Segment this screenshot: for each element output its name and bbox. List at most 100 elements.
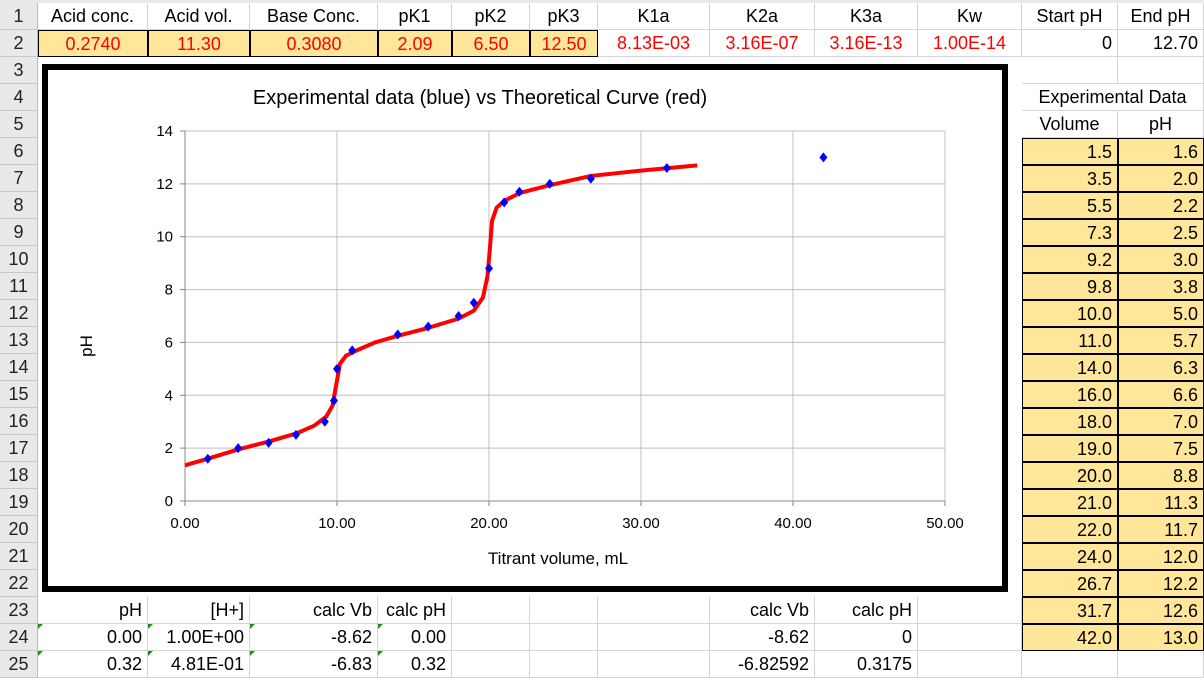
row-header[interactable]: 7 — [0, 165, 38, 192]
exp-ph-cell[interactable]: 12.0 — [1118, 543, 1204, 570]
exp-ph-cell[interactable]: 5.7 — [1118, 327, 1204, 354]
exp-volume-cell[interactable]: 14.0 — [1022, 354, 1118, 381]
param-cell[interactable]: 0 — [1022, 30, 1118, 57]
row-header[interactable]: 21 — [0, 543, 38, 570]
param-cell[interactable]: 0.3080 — [250, 30, 378, 57]
calc-header[interactable] — [598, 597, 710, 624]
header-cell[interactable]: K3a — [815, 3, 918, 30]
row-header[interactable]: 15 — [0, 381, 38, 408]
exp-volume-cell[interactable]: 42.0 — [1022, 624, 1118, 651]
exp-ph-cell[interactable]: 11.7 — [1118, 516, 1204, 543]
calc-cell[interactable] — [452, 651, 530, 678]
exp-volume-cell[interactable]: 3.5 — [1022, 165, 1118, 192]
exp-volume-cell[interactable]: 7.3 — [1022, 219, 1118, 246]
row-header[interactable]: 11 — [0, 273, 38, 300]
exp-volume-cell[interactable]: 21.0 — [1022, 489, 1118, 516]
calc-header[interactable] — [452, 597, 530, 624]
row-header[interactable]: 19 — [0, 489, 38, 516]
exp-ph-cell[interactable]: 6.6 — [1118, 381, 1204, 408]
cell-K3[interactable] — [1022, 57, 1118, 84]
exp-ph-cell[interactable]: 8.8 — [1118, 462, 1204, 489]
param-cell[interactable]: 11.30 — [148, 30, 250, 57]
exp-ph-cell[interactable]: 3.8 — [1118, 273, 1204, 300]
calc-cell[interactable]: -8.62 — [250, 624, 378, 651]
exp-ph-cell[interactable]: 2.0 — [1118, 165, 1204, 192]
calc-cell[interactable]: -6.83 — [250, 651, 378, 678]
exp-volume-cell[interactable]: 10.0 — [1022, 300, 1118, 327]
row-header[interactable]: 22 — [0, 570, 38, 597]
header-cell[interactable]: K2a — [710, 3, 815, 30]
calc-cell[interactable] — [598, 624, 710, 651]
calc-cell[interactable]: 0.32 — [378, 651, 452, 678]
titration-chart[interactable]: Experimental data (blue) vs Theoretical … — [42, 64, 1008, 592]
param-cell[interactable]: 0.2740 — [38, 30, 148, 57]
calc-cell[interactable]: 0.00 — [38, 624, 148, 651]
exp-ph-cell[interactable]: 12.6 — [1118, 597, 1204, 624]
header-cell[interactable]: pK1 — [378, 3, 452, 30]
exp-volume-cell[interactable]: 9.2 — [1022, 246, 1118, 273]
calc-cell[interactable]: -6.82592 — [710, 651, 815, 678]
row-header[interactable]: 20 — [0, 516, 38, 543]
exp-volume-cell[interactable]: 26.7 — [1022, 570, 1118, 597]
calc-cell[interactable] — [918, 624, 1022, 651]
row-header[interactable]: 1 — [0, 3, 38, 30]
exp-ph-cell[interactable]: 3.0 — [1118, 246, 1204, 273]
param-cell[interactable]: 12.70 — [1118, 30, 1204, 57]
row-header[interactable]: 8 — [0, 192, 38, 219]
header-cell[interactable]: pK3 — [530, 3, 598, 30]
calc-header[interactable]: pH — [38, 597, 148, 624]
row-header[interactable]: 5 — [0, 111, 38, 138]
calc-header[interactable]: calc pH — [815, 597, 918, 624]
calc-cell[interactable]: -8.62 — [710, 624, 815, 651]
exp-ph-cell[interactable]: 2.5 — [1118, 219, 1204, 246]
row-header[interactable]: 17 — [0, 435, 38, 462]
calc-header[interactable]: [H+] — [148, 597, 250, 624]
row-header[interactable]: 2 — [0, 30, 38, 57]
exp-volume-cell[interactable]: 5.5 — [1022, 192, 1118, 219]
exp-ph-cell[interactable]: 13.0 — [1118, 624, 1204, 651]
calc-header[interactable] — [918, 597, 1022, 624]
calc-cell[interactable] — [530, 624, 598, 651]
calc-header[interactable]: calc Vb — [710, 597, 815, 624]
exp-volume-cell[interactable]: 1.5 — [1022, 138, 1118, 165]
row-header[interactable]: 6 — [0, 138, 38, 165]
header-cell[interactable]: Kw — [918, 3, 1022, 30]
exp-volume-cell[interactable]: 9.8 — [1022, 273, 1118, 300]
calc-cell[interactable]: 0.32 — [38, 651, 148, 678]
row-header[interactable]: 10 — [0, 246, 38, 273]
param-cell[interactable]: 1.00E-14 — [918, 30, 1022, 57]
calc-cell[interactable]: 1.00E+00 — [148, 624, 250, 651]
param-cell[interactable]: 12.50 — [530, 30, 598, 57]
row-header[interactable]: 25 — [0, 651, 38, 678]
calc-header[interactable]: calc pH — [378, 597, 452, 624]
exp-volume-cell[interactable]: 20.0 — [1022, 462, 1118, 489]
row-header[interactable]: 13 — [0, 327, 38, 354]
exp-volume-cell[interactable]: 18.0 — [1022, 408, 1118, 435]
exp-volume-cell[interactable]: 11.0 — [1022, 327, 1118, 354]
row-header[interactable]: 12 — [0, 300, 38, 327]
exp-ph-cell[interactable]: 5.0 — [1118, 300, 1204, 327]
row-header[interactable]: 23 — [0, 597, 38, 624]
exp-ph-cell[interactable]: 7.0 — [1118, 408, 1204, 435]
row-header[interactable]: 16 — [0, 408, 38, 435]
exp-volume-cell[interactable]: 19.0 — [1022, 435, 1118, 462]
exp-volume-cell[interactable]: 22.0 — [1022, 516, 1118, 543]
calc-cell[interactable] — [452, 624, 530, 651]
exp-ph-cell[interactable]: 7.5 — [1118, 435, 1204, 462]
calc-cell[interactable]: 4.81E-01 — [148, 651, 250, 678]
exp-ph-cell[interactable]: 12.2 — [1118, 570, 1204, 597]
param-cell[interactable]: 3.16E-07 — [710, 30, 815, 57]
exp-volume-cell[interactable]: 16.0 — [1022, 381, 1118, 408]
exp-volume-cell[interactable]: 24.0 — [1022, 543, 1118, 570]
header-cell[interactable]: Acid vol. — [148, 3, 250, 30]
cell-L3[interactable] — [1118, 57, 1204, 84]
header-cell[interactable]: Acid conc. — [38, 3, 148, 30]
row-header[interactable]: 3 — [0, 57, 38, 84]
calc-cell[interactable]: 0.00 — [378, 624, 452, 651]
cell-K25[interactable] — [1022, 651, 1118, 678]
header-cell[interactable]: Start pH — [1022, 3, 1118, 30]
row-header[interactable]: 24 — [0, 624, 38, 651]
param-cell[interactable]: 6.50 — [452, 30, 530, 57]
calc-cell[interactable]: 0.3175 — [815, 651, 918, 678]
cell-L25[interactable] — [1118, 651, 1204, 678]
